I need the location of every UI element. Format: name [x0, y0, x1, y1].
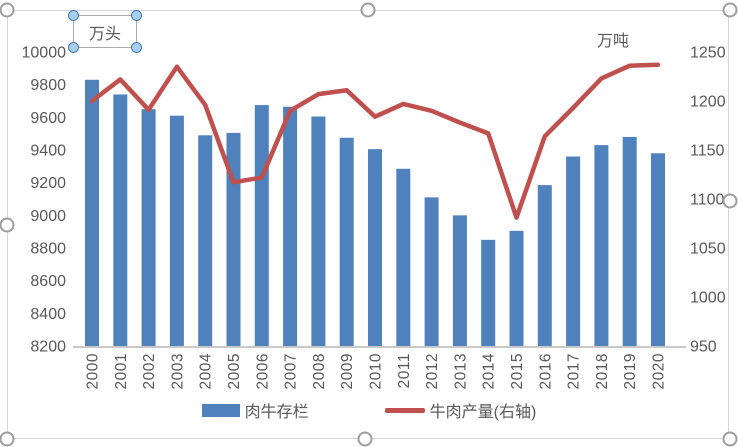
x-axis-label-2017: 2017: [566, 353, 583, 389]
textbox-resize-handle-ne[interactable]: [131, 10, 142, 21]
bar-2015[interactable]: [509, 230, 524, 346]
bar-2019[interactable]: [622, 136, 637, 346]
x-axis-label-2008: 2008: [311, 353, 328, 389]
x-axis-label-2015: 2015: [509, 353, 526, 389]
bar-2004[interactable]: [198, 135, 213, 346]
right-axis-unit-label: 万吨: [597, 33, 630, 50]
bar-2018[interactable]: [594, 145, 609, 346]
left-axis-tick: 8200: [30, 339, 66, 356]
left-axis-tick: 10000: [22, 45, 67, 62]
left-axis-tick: 8600: [30, 273, 66, 290]
chart-resize-handle-s[interactable]: [357, 431, 373, 447]
bar-2017[interactable]: [566, 156, 581, 346]
right-axis-tick: 1000: [690, 290, 726, 307]
bar-2006[interactable]: [254, 105, 269, 346]
x-axis-label-2009: 2009: [339, 353, 356, 389]
chart-resize-handle-w[interactable]: [0, 217, 15, 233]
bar-2008[interactable]: [311, 116, 326, 347]
textbox-resize-handle-se[interactable]: [131, 42, 142, 53]
x-axis-label-2014: 2014: [481, 353, 498, 389]
left-axis-unit-label: 万头: [88, 25, 121, 43]
legend-item-cattle-inventory[interactable]: 肉牛存栏: [201, 398, 309, 422]
left-axis-tick: 9800: [30, 77, 66, 94]
x-axis-label-2010: 2010: [368, 353, 385, 389]
bar-2010[interactable]: [368, 149, 382, 346]
right-axis-tick: 1200: [690, 94, 726, 111]
x-axis-label-2013: 2013: [452, 353, 469, 389]
right-axis-tick: 1250: [690, 45, 726, 62]
legend-line-swatch: [384, 407, 425, 413]
left-axis-tick: 9400: [30, 143, 66, 160]
x-axis-label-2002: 2002: [141, 353, 158, 389]
textbox-resize-handle-nw[interactable]: [68, 10, 79, 21]
x-axis-label-2003: 2003: [169, 353, 186, 389]
bar-2020[interactable]: [651, 153, 665, 346]
x-axis-label-2000: 2000: [85, 353, 102, 389]
x-axis-label-2016: 2016: [537, 353, 554, 389]
chart-resize-handle-sw[interactable]: [0, 431, 15, 447]
bar-2000[interactable]: [85, 79, 99, 347]
right-axis-tick: 1100: [690, 192, 725, 209]
legend-bar-swatch: [201, 403, 240, 417]
legend-item-beef-production[interactable]: 牛肉产量(右轴): [384, 398, 537, 422]
legend-label-beef-production: 牛肉产量(右轴): [429, 404, 537, 421]
x-axis-label-2012: 2012: [424, 353, 441, 389]
right-axis-tick: 950: [690, 339, 717, 356]
x-axis-label-2005: 2005: [226, 353, 243, 389]
bar-2016[interactable]: [537, 185, 552, 346]
bar-2002[interactable]: [141, 109, 156, 347]
bar-2014[interactable]: [481, 239, 496, 346]
chart-resize-handle-se[interactable]: [722, 431, 738, 447]
chart-resize-handle-ne[interactable]: [722, 2, 738, 18]
right-axis-tick: 1150: [690, 143, 725, 160]
bar-2009[interactable]: [339, 137, 354, 346]
textbox-resize-handle-sw[interactable]: [68, 42, 79, 53]
left-axis-tick: 9600: [30, 110, 66, 127]
chart-resize-handle-nw[interactable]: [0, 2, 15, 18]
x-axis-label-2020: 2020: [651, 353, 668, 389]
bar-2013[interactable]: [452, 215, 467, 346]
x-axis-label-2018: 2018: [594, 353, 611, 389]
left-axis-unit-textbox[interactable]: 万头: [68, 10, 142, 53]
x-axis-label-2006: 2006: [254, 353, 271, 389]
bar-2005[interactable]: [226, 132, 241, 346]
x-axis-label-2019: 2019: [622, 353, 639, 389]
x-axis-label-2004: 2004: [198, 353, 215, 389]
left-axis-tick: 8400: [30, 306, 66, 323]
bar-2012[interactable]: [424, 197, 439, 346]
beef-production-line[interactable]: [89, 62, 661, 220]
chart-resize-handle-e[interactable]: [722, 193, 738, 209]
chart-resize-handle-n[interactable]: [360, 2, 376, 18]
legend-label-cattle-inventory: 肉牛存栏: [244, 404, 309, 421]
bar-2003[interactable]: [169, 115, 184, 346]
bar-2011[interactable]: [396, 168, 411, 346]
x-axis-label-2011: 2011: [396, 353, 413, 388]
left-axis-tick: 8800: [30, 241, 66, 258]
x-axis-label-2001: 2001: [113, 353, 130, 389]
left-axis-tick: 9000: [30, 208, 66, 225]
bar-2007[interactable]: [283, 106, 298, 346]
right-axis-tick: 1050: [690, 241, 726, 258]
bar-2001[interactable]: [113, 94, 128, 346]
left-axis-tick: 9200: [30, 175, 66, 192]
legend: 肉牛存栏 牛肉产量(右轴): [0, 398, 738, 422]
x-axis-label-2007: 2007: [283, 353, 300, 389]
